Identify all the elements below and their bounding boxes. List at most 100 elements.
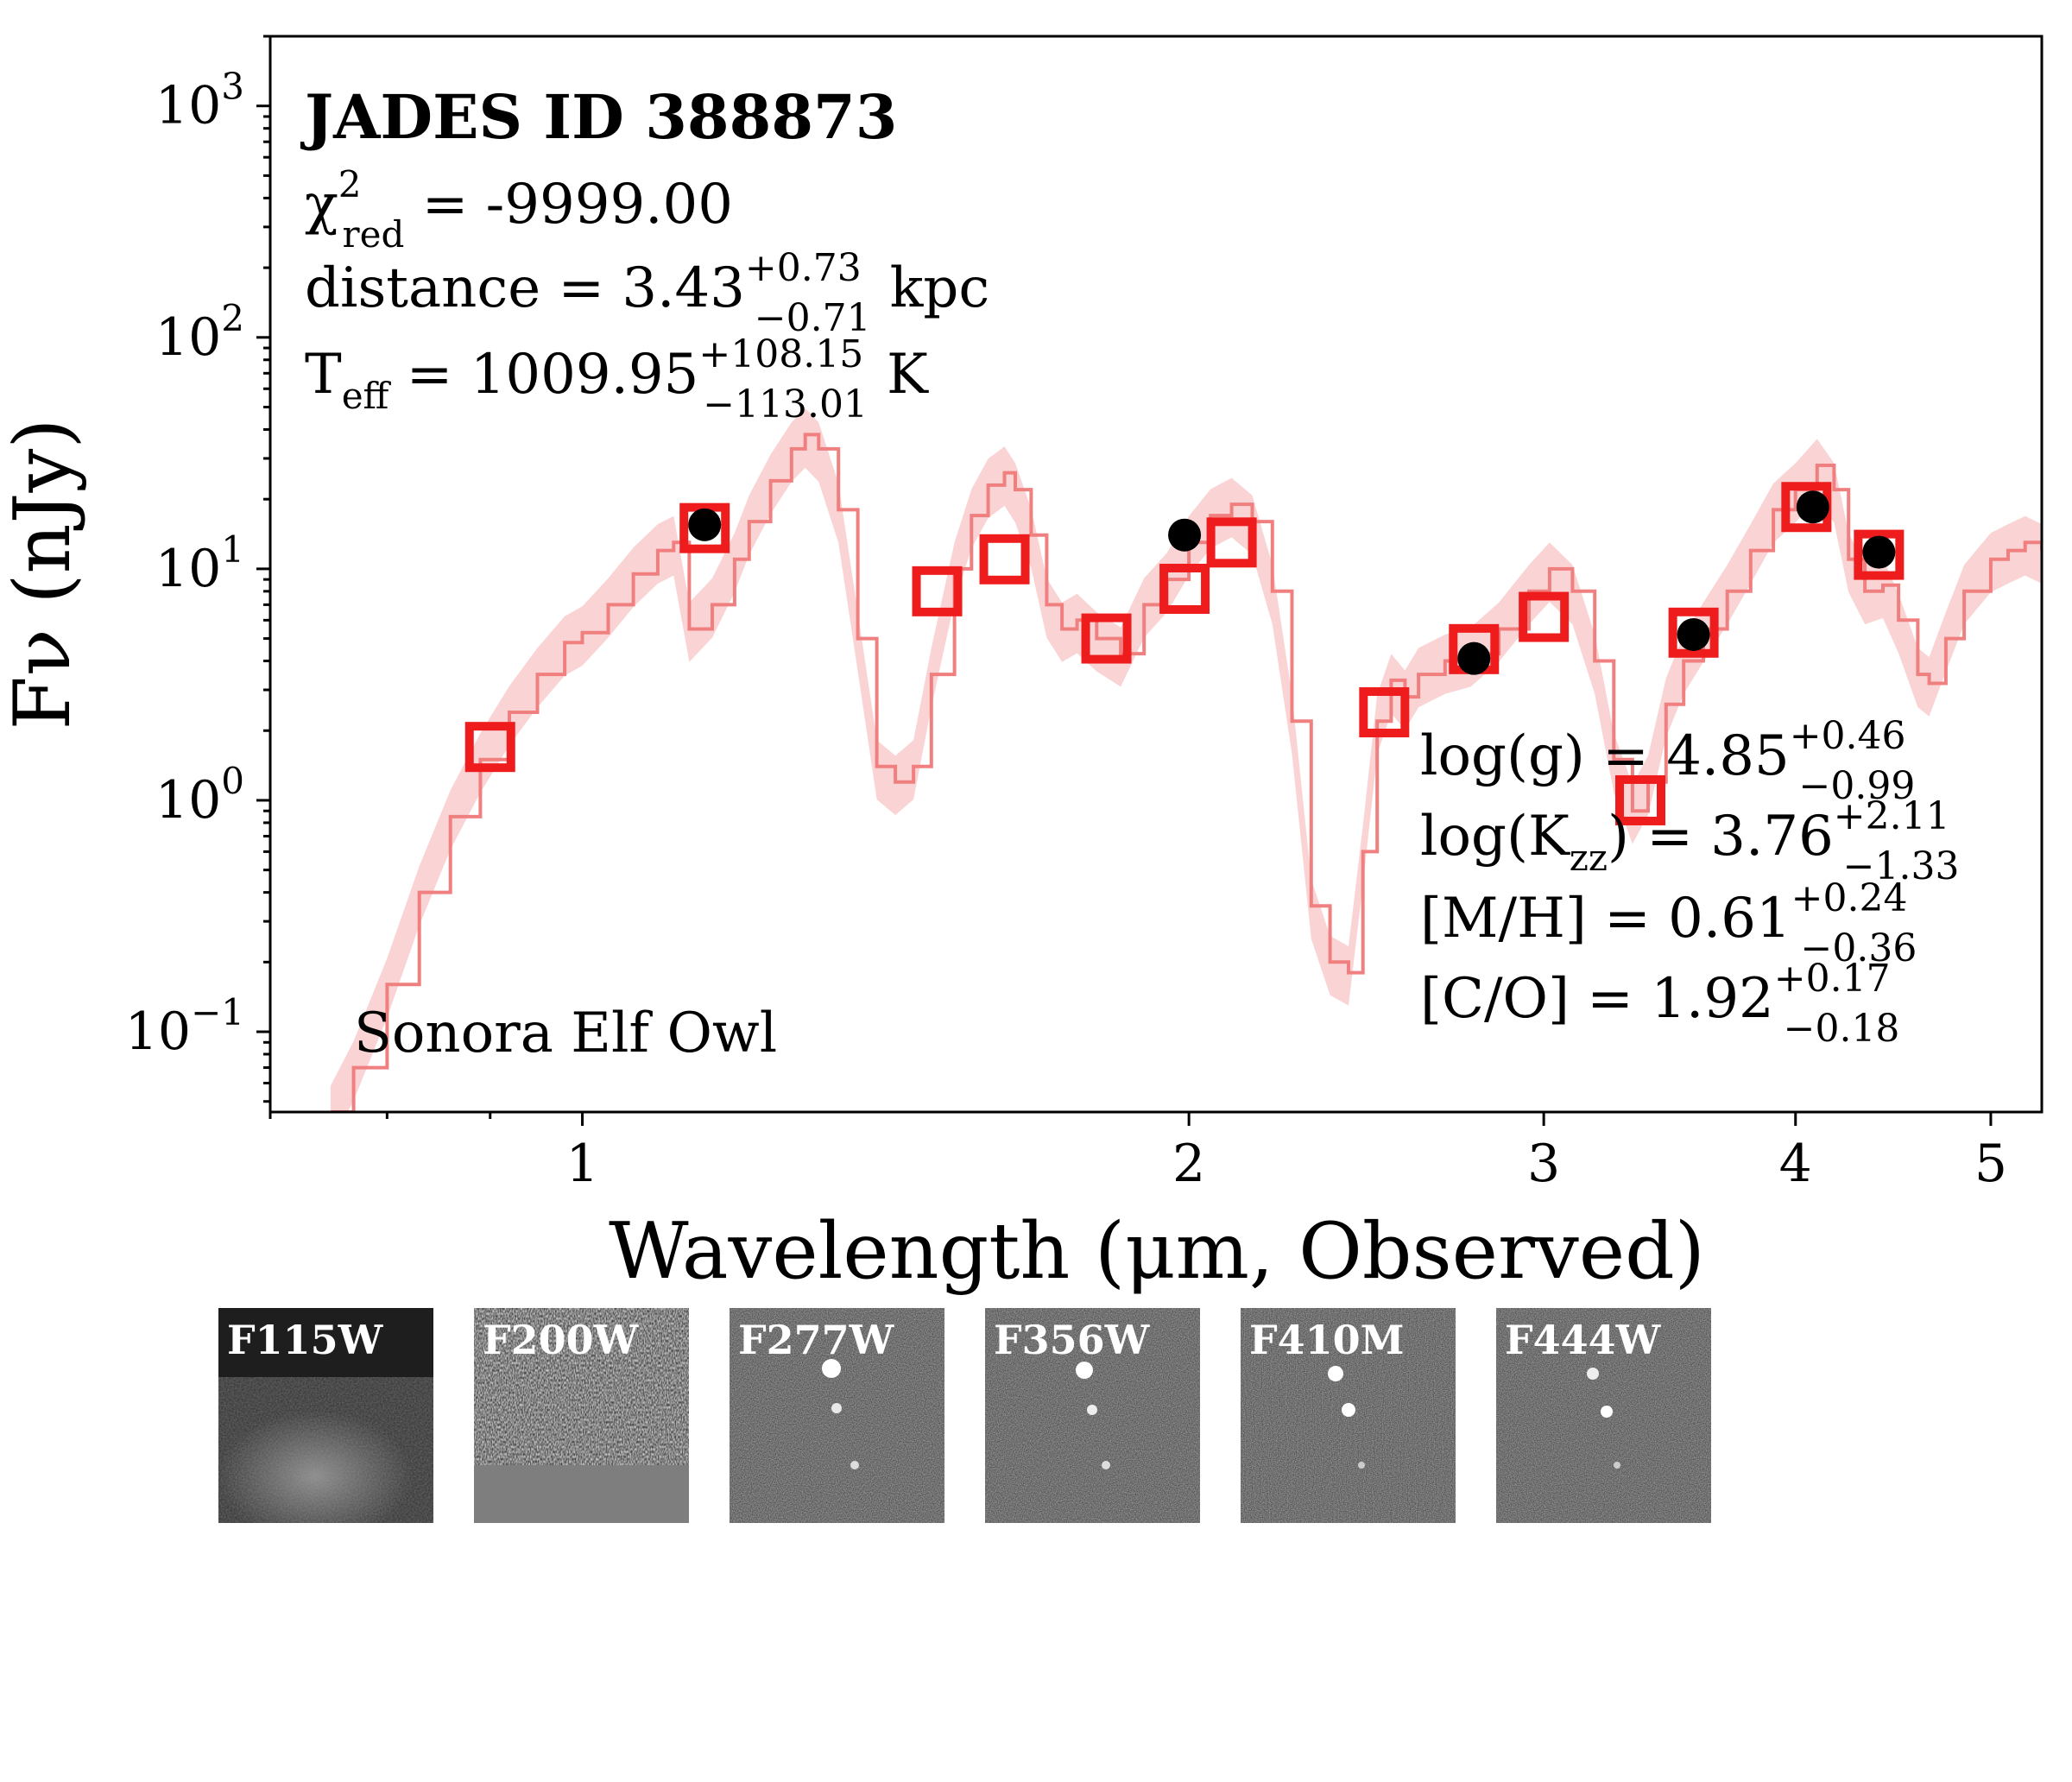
cutout-label: F115W [227, 1317, 383, 1363]
cutout-image [1241, 1308, 1456, 1523]
observed-photometry-point [1862, 535, 1896, 569]
distance-unit: kpc [890, 256, 990, 320]
logkzz-upper-error: +2.11 [1834, 794, 1950, 838]
cutout-image [1496, 1308, 1711, 1523]
model-photometry-square [464, 722, 515, 773]
model-photometry-square [1359, 687, 1410, 738]
model-photometry-square [979, 534, 1030, 585]
source-blob [1102, 1461, 1110, 1469]
cutout-image [730, 1308, 944, 1523]
source-blob [1328, 1366, 1343, 1381]
teff-subscript: eff [342, 375, 392, 417]
co-ratio-upper-error: +0.17 [1774, 957, 1891, 1001]
x-tick-label: 1 [565, 1134, 598, 1194]
cutout-label: F200W [483, 1317, 639, 1363]
logg-line: log(g) = 4.85+0.46 −0.99 [1420, 714, 1915, 808]
model-photometry-square [912, 566, 963, 616]
x-tick-label: 5 [1974, 1134, 2007, 1194]
model-photometry-square [1519, 591, 1570, 642]
cutout-f115w: F115W [218, 1308, 433, 1523]
teff-upper-error: +108.15 [698, 332, 863, 376]
sed-chart: 1 2 3 4 5 10−1 100 101 102 103 Wavelength (μm, O… [0, 35, 2044, 1295]
cutout-image [218, 1308, 433, 1523]
cutout-f277w: F277W [730, 1308, 944, 1523]
y-tick-label: 100 [155, 760, 244, 831]
x-tick-label: 2 [1172, 1134, 1205, 1194]
model-photometry-group [464, 482, 1905, 825]
distance-line: distance = 3.43+0.73 −0.71 kpc [305, 246, 989, 340]
chi2-value: = -9999.00 [404, 173, 733, 237]
metallicity-line: [M/H] = 0.61+0.24 −0.36 [1420, 876, 1917, 970]
logg-lower-error: −0.99 [1799, 764, 1916, 808]
cutout-label: F277W [738, 1317, 894, 1363]
teff-value: = 1009.95 [388, 343, 698, 407]
chi2-line: χ2 red = -9999.00 [305, 163, 733, 256]
source-blob [1342, 1403, 1355, 1417]
distance-value: distance = 3.43 [305, 256, 745, 320]
x-tick-label: 3 [1527, 1134, 1560, 1194]
model-photometry-square [1614, 774, 1665, 825]
x-axis-label: Wavelength (μm, Observed) [609, 1206, 1705, 1295]
cutout-label: F444W [1505, 1317, 1661, 1363]
x-tick-label: 4 [1779, 1134, 1812, 1194]
cutout-f356w: F356W [985, 1308, 1200, 1523]
chi2-subscript: red [343, 213, 405, 256]
y-axis-label: Fν (nJy) [0, 419, 88, 730]
y-tick-label: 10−1 [125, 991, 244, 1062]
y-tick-label: 101 [155, 528, 244, 599]
source-blob [822, 1359, 841, 1378]
observed-photometry-point [1168, 518, 1202, 552]
co-ratio-lower-error: −0.18 [1784, 1007, 1900, 1051]
logkzz-line: log(Kzz) = 3.76+2.11 −1.33 [1420, 794, 1959, 888]
logkzz-subscript: zz [1570, 837, 1608, 879]
plot-frame [268, 35, 2044, 1114]
cutout-label: F356W [994, 1317, 1150, 1363]
cutout-f410m: F410M [1241, 1308, 1456, 1523]
distance-lower-error: −0.71 [755, 296, 871, 340]
source-blob [1076, 1362, 1093, 1379]
teff-line: Teff = 1009.95+108.15 −113.01 K [305, 332, 929, 427]
model-photometry-square [1159, 563, 1210, 614]
source-blob [1587, 1368, 1599, 1380]
source-blob [831, 1403, 842, 1413]
distance-upper-error: +0.73 [745, 246, 862, 290]
chart-title: JADES ID 388873 [300, 81, 897, 153]
metallicity-lower-error: −0.36 [1801, 926, 1917, 970]
cutout-label: F410M [1249, 1317, 1405, 1363]
model-spectrum-line [330, 433, 2042, 1112]
y-axis: 10−1 100 101 102 103 [125, 35, 270, 1103]
plot-area [330, 408, 2042, 1112]
source-blob [1358, 1462, 1365, 1469]
teff-symbol: T [305, 343, 342, 407]
model-name: Sonora Elf Owl [354, 1002, 777, 1065]
model-photometry-square [1668, 607, 1719, 658]
model-photometry-square [679, 502, 730, 553]
cutout-image [985, 1308, 1200, 1523]
cutout-image [474, 1308, 689, 1523]
logg-upper-error: +0.46 [1790, 714, 1906, 758]
observed-photometry-group [688, 490, 1896, 675]
logkzz-value: ) = 3.76 [1608, 805, 1834, 869]
cutout-f444w: F444W [1496, 1308, 1711, 1523]
source-blob [850, 1461, 859, 1469]
teff-lower-error: −113.01 [703, 382, 868, 427]
model-photometry-square [1854, 529, 1905, 580]
cutout-f200w: F200W [474, 1308, 689, 1523]
teff-unit: K [887, 343, 929, 407]
observed-photometry-point [1796, 490, 1829, 524]
logkzz-label: log(K [1420, 805, 1570, 869]
metallicity-upper-error: +0.24 [1791, 876, 1908, 920]
metallicity-value: [M/H] = 0.61 [1420, 887, 1791, 951]
y-tick-label: 103 [155, 66, 244, 136]
logg-value: log(g) = 4.85 [1420, 724, 1790, 788]
co-ratio-value: [C/O] = 1.92 [1420, 967, 1774, 1031]
chi2-symbol: χ [305, 173, 338, 237]
model-photometry-square [1206, 517, 1257, 568]
model-photometry-square [1081, 613, 1132, 664]
x-axis: 1 2 3 4 5 [268, 1112, 2007, 1194]
observed-photometry-point [1677, 618, 1710, 652]
source-blob [1614, 1462, 1620, 1469]
logkzz-lower-error: −1.33 [1843, 844, 1960, 888]
source-blob [1087, 1405, 1097, 1415]
